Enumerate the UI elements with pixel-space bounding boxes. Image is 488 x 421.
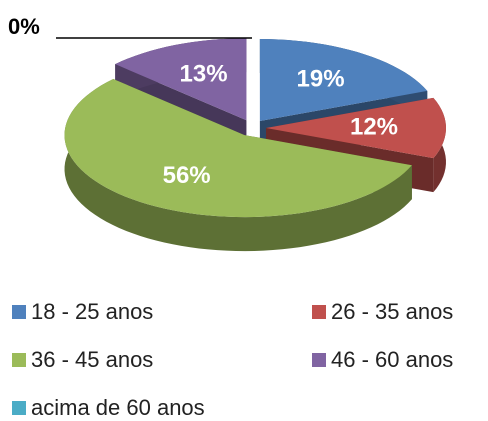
legend-swatch <box>312 353 326 367</box>
legend-swatch <box>312 305 326 319</box>
data-label: 19% <box>297 66 345 93</box>
slice-top <box>115 38 247 121</box>
slice-top <box>266 97 446 159</box>
legend-label: 26 - 35 anos <box>331 299 453 324</box>
slice <box>64 78 412 252</box>
legend-label: 46 - 60 anos <box>331 347 453 372</box>
data-label: 56% <box>163 162 211 189</box>
slice-top <box>259 39 428 122</box>
legend-swatch <box>12 401 26 415</box>
legend-label: 18 - 25 anos <box>31 299 153 324</box>
legend-label: 36 - 45 anos <box>31 347 153 372</box>
slice-top <box>64 78 412 218</box>
data-label: 0% <box>8 14 40 39</box>
legend-label: acima de 60 anos <box>31 395 205 420</box>
legend-swatch <box>12 305 26 319</box>
data-label: 13% <box>180 60 228 87</box>
data-label: 12% <box>350 113 398 140</box>
legend-swatch <box>12 353 26 367</box>
slice-wall <box>64 78 412 252</box>
